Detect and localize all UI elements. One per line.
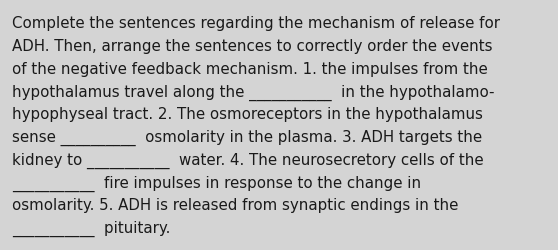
Text: hypophyseal tract. 2. The osmoreceptors in the hypothalamus: hypophyseal tract. 2. The osmoreceptors …: [12, 107, 483, 122]
Text: of the negative feedback mechanism. 1. the impulses from the: of the negative feedback mechanism. 1. t…: [12, 61, 488, 76]
Text: osmolarity. 5. ADH is released from synaptic endings in the: osmolarity. 5. ADH is released from syna…: [12, 198, 458, 212]
Text: ___________  fire impulses in response to the change in: ___________ fire impulses in response to…: [12, 175, 421, 191]
Text: sense __________  osmolarity in the plasma. 3. ADH targets the: sense __________ osmolarity in the plasm…: [12, 130, 482, 146]
Text: kidney to ___________  water. 4. The neurosecretory cells of the: kidney to ___________ water. 4. The neur…: [12, 152, 484, 168]
Text: ADH. Then, arrange the sentences to correctly order the events: ADH. Then, arrange the sentences to corr…: [12, 39, 493, 54]
Text: hypothalamus travel along the ___________  in the hypothalamo-: hypothalamus travel along the __________…: [12, 84, 494, 100]
Text: Complete the sentences regarding the mechanism of release for: Complete the sentences regarding the mec…: [12, 16, 500, 31]
Text: ___________  pituitary.: ___________ pituitary.: [12, 220, 170, 236]
